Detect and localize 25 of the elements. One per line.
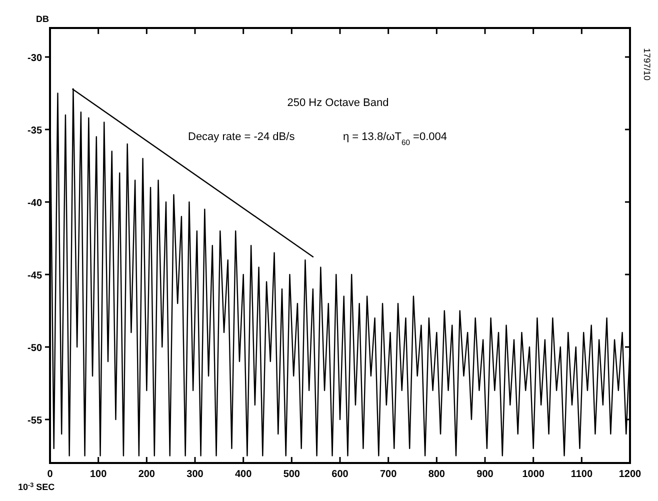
x-tick-label: 200 — [138, 469, 156, 480]
y-axis-title: DB — [36, 14, 50, 24]
x-tick-label: 1100 — [570, 469, 593, 480]
annotation: Decay rate = -24 dB/s — [188, 131, 296, 143]
x-tick-label: 900 — [476, 469, 494, 480]
y-tick-label: -45 — [28, 270, 42, 282]
y-tick-label: -55 — [28, 416, 42, 426]
x-tick-label: 400 — [234, 469, 252, 480]
text: 1797/10 — [642, 48, 652, 81]
x-tick-label: 500 — [283, 469, 300, 480]
x-tick-label: 700 — [380, 469, 398, 480]
x-tick-label: 100 — [90, 469, 108, 480]
y-tick-label: -30 — [28, 53, 42, 64]
x-tick-label: 0 — [47, 469, 54, 480]
annotation: η = 13.8/ωT$_{60}$ =0.004 — [343, 131, 448, 146]
x-axis-title: 10$^{-3}$ SEC — [18, 482, 56, 492]
y-tick-label: -40 — [28, 198, 42, 209]
x-tick-label: 800 — [428, 469, 446, 480]
annotation: 250 Hz Octave Band — [287, 97, 389, 109]
x-tick-label: 1200 — [618, 469, 642, 480]
y-tick-label: -35 — [28, 126, 42, 136]
x-tick-label: 300 — [186, 469, 204, 480]
y-tick-label: -50 — [28, 343, 42, 354]
x-tick-label: 1000 — [522, 469, 545, 480]
x-tick-label: 600 — [332, 469, 349, 480]
